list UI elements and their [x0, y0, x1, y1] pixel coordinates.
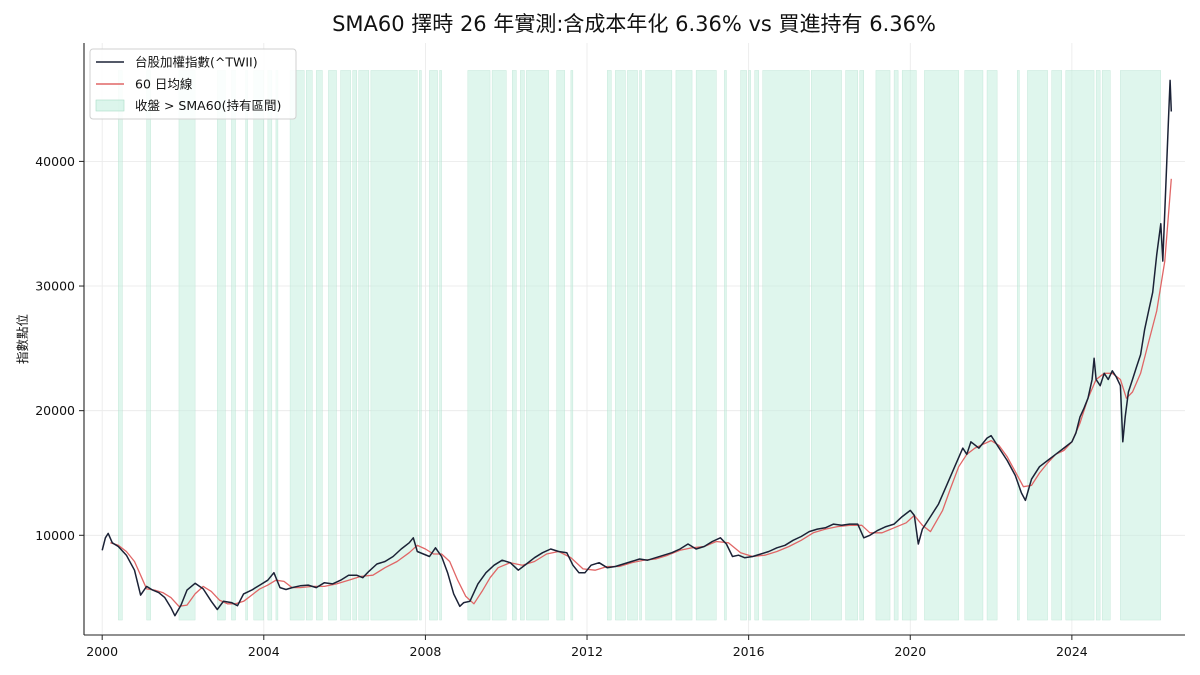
- holding-band: [811, 70, 842, 621]
- y-tick-label: 40000: [35, 154, 75, 169]
- holding-band: [1101, 70, 1111, 621]
- index-line: [101, 79, 1173, 617]
- holding-band: [1065, 70, 1095, 621]
- x-tick-label: 2008: [410, 644, 442, 659]
- holding-band: [627, 70, 638, 621]
- holding-band: [1017, 70, 1020, 621]
- holding-band: [275, 70, 279, 621]
- legend-box: [89, 48, 297, 120]
- holding-band: [358, 70, 370, 621]
- holding-band: [1120, 70, 1161, 621]
- holding-band: [556, 70, 566, 621]
- holding-band: [245, 70, 248, 621]
- holding-band: [639, 70, 642, 621]
- y-tick-label: 30000: [35, 279, 75, 294]
- legend: 台股加權指數(^TWII) 60 日均線 收盤 > SMA60(持有區間): [89, 48, 297, 120]
- sma-series: [110, 178, 1172, 607]
- holding-band: [419, 70, 422, 621]
- holding-band: [370, 70, 418, 621]
- holding-band: [859, 70, 864, 621]
- holding-band: [740, 70, 747, 621]
- holding-band: [217, 70, 226, 621]
- holding-band: [845, 70, 858, 621]
- holding-band: [748, 70, 751, 621]
- holding-band: [724, 70, 727, 621]
- holding-band: [986, 70, 998, 621]
- holding-band: [267, 70, 273, 621]
- holding-band: [924, 70, 959, 621]
- holding-band: [178, 70, 196, 621]
- legend-swatch-band: [95, 99, 125, 112]
- holding-band: [328, 70, 337, 621]
- holding-band: [520, 70, 525, 621]
- holding-band: [1095, 70, 1101, 621]
- holding-band: [512, 70, 517, 621]
- holding-band: [118, 70, 123, 621]
- holding-band: [439, 70, 442, 621]
- holding-band: [526, 70, 549, 621]
- holding-band: [607, 70, 612, 621]
- y-ticks: 10000 20000 30000 40000: [35, 154, 84, 543]
- holding-band: [893, 70, 899, 621]
- legend-label-band: 收盤 > SMA60(持有區間): [135, 98, 281, 113]
- x-tick-label: 2016: [733, 644, 765, 659]
- holding-band: [1027, 70, 1048, 621]
- index-series: [101, 79, 1173, 617]
- holding-band: [615, 70, 626, 621]
- y-tick-label: 10000: [35, 528, 75, 543]
- sma-line: [110, 178, 1172, 607]
- holding-band: [645, 70, 673, 621]
- x-tick-label: 2024: [1056, 644, 1088, 659]
- x-tick-label: 2012: [571, 644, 603, 659]
- holding-band: [467, 70, 491, 621]
- holding-band: [146, 70, 151, 621]
- holding-bands: [118, 70, 1161, 621]
- holding-band: [570, 70, 574, 621]
- x-tick-label: 2000: [86, 644, 118, 659]
- holding-band: [306, 70, 313, 621]
- holding-band: [491, 70, 507, 621]
- y-axis-label: 指數點位: [15, 314, 30, 364]
- holding-band: [754, 70, 759, 621]
- legend-label-sma: 60 日均線: [135, 77, 193, 92]
- axes: [83, 43, 1185, 636]
- holding-band: [1051, 70, 1062, 621]
- holding-band: [429, 70, 438, 621]
- holding-band: [231, 70, 236, 621]
- legend-label-index: 台股加權指數(^TWII): [135, 55, 258, 70]
- x-ticks: 2000 2004 2008 2012 2016 2020 2024: [86, 635, 1088, 659]
- holding-band: [762, 70, 810, 621]
- holding-band: [316, 70, 323, 621]
- x-tick-label: 2020: [894, 644, 926, 659]
- holding-band: [675, 70, 693, 621]
- y-tick-label: 20000: [35, 403, 75, 418]
- holding-band: [964, 70, 984, 621]
- holding-band: [875, 70, 891, 621]
- holding-band: [253, 70, 264, 621]
- holding-band: [695, 70, 717, 621]
- holding-band: [352, 70, 357, 621]
- chart-title: SMA60 擇時 26 年實測:含成本年化 6.36% vs 買進持有 6.36…: [332, 12, 936, 36]
- holding-band: [901, 70, 917, 621]
- x-tick-label: 2004: [248, 644, 280, 659]
- holding-band: [340, 70, 351, 621]
- holding-band: [289, 70, 305, 621]
